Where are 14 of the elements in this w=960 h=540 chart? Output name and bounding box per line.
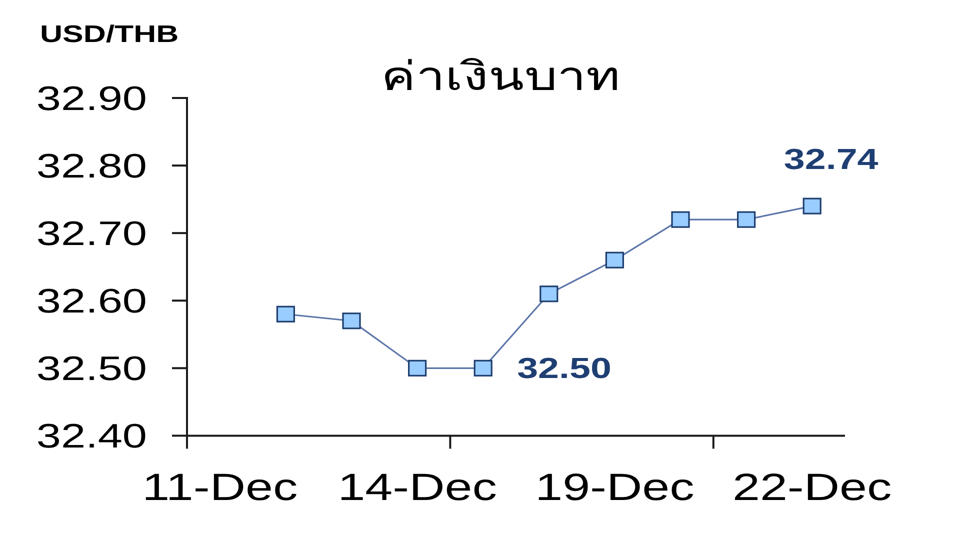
x-tick-label: 22-Dec	[732, 466, 892, 509]
data-label: 32.50	[517, 353, 612, 386]
data-label: 32.74	[784, 144, 879, 176]
y-tick-label: 32.40	[36, 418, 147, 456]
y-tick-label: 32.50	[36, 350, 147, 388]
y-tick-label: 32.70	[36, 214, 147, 253]
x-tick-label: 14-Dec	[338, 466, 497, 509]
x-tick-label: 11-Dec	[142, 466, 298, 509]
y-axis-title: USD/THB	[40, 20, 179, 48]
y-tick-label: 32.90	[36, 80, 147, 118]
chart-title: ค่าเงินบาท	[381, 54, 621, 99]
x-tick-label: 19-Dec	[535, 466, 694, 509]
y-tick-label: 32.80	[36, 147, 147, 186]
y-tick-label: 32.60	[36, 282, 147, 320]
